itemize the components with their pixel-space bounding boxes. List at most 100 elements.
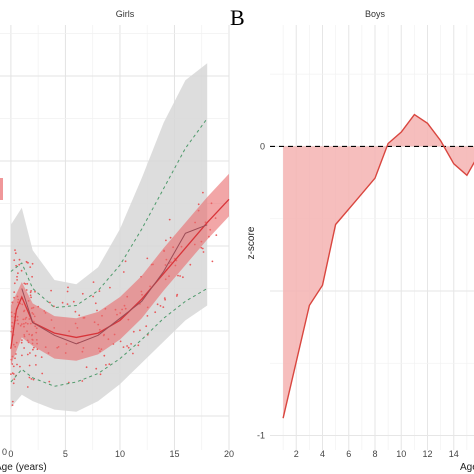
panel-a-point bbox=[202, 191, 204, 194]
panel-a-dashed-lower bbox=[10, 288, 208, 387]
panel-a-point bbox=[126, 345, 128, 347]
panel-b-x-ticks: 246810121416 bbox=[294, 449, 459, 459]
panel-a-point bbox=[109, 286, 111, 289]
panel-a-x-tick-label: 10 bbox=[115, 449, 125, 459]
panel-a-point bbox=[53, 305, 55, 308]
panel-a-point bbox=[13, 378, 16, 380]
panel-a-point bbox=[197, 203, 200, 206]
panel-a-point bbox=[16, 279, 18, 281]
panel-a-point bbox=[13, 259, 16, 262]
panel-a-point bbox=[16, 363, 18, 366]
panel-a-point bbox=[179, 275, 182, 277]
panel-a-dashed-upper bbox=[10, 118, 208, 309]
panel-b-area-fill bbox=[283, 114, 474, 419]
panel-a-point bbox=[25, 289, 28, 291]
panel-a-point bbox=[159, 305, 162, 307]
panel-a-point bbox=[15, 353, 17, 355]
panel-a-point bbox=[10, 373, 12, 375]
panel-a-point bbox=[30, 378, 33, 380]
panel-a-point bbox=[29, 294, 32, 297]
panel-a-dashed-lines bbox=[10, 118, 208, 387]
panel-b-y-axis-title: z-score bbox=[246, 226, 257, 259]
panel-a-point bbox=[18, 258, 21, 261]
panel-a-point bbox=[32, 348, 34, 351]
panel-a-point bbox=[132, 330, 135, 333]
panel-a-point bbox=[105, 364, 107, 366]
panel-a-x-tick-label: 15 bbox=[169, 449, 179, 459]
panel-a-point bbox=[14, 252, 17, 255]
panel-a-point bbox=[122, 271, 125, 273]
panel-a-point bbox=[34, 290, 36, 293]
panel-a-point bbox=[61, 301, 64, 304]
panel-b-area bbox=[283, 114, 474, 419]
panel-a-left-tick-fragment: 0 bbox=[2, 447, 7, 457]
panel-a-point bbox=[48, 380, 51, 383]
panel-b-letter: B bbox=[230, 5, 245, 30]
panel-a-point bbox=[66, 290, 69, 293]
panel-a-point bbox=[12, 365, 15, 368]
panel-a-point bbox=[15, 264, 17, 267]
panel-a-point bbox=[23, 282, 26, 285]
panel-b-y-tick-label: -1 bbox=[257, 431, 265, 441]
panel-a-point bbox=[32, 378, 35, 381]
panel-a-point bbox=[96, 309, 98, 312]
panel-a-point bbox=[85, 366, 88, 369]
panel-b-x-tick-label: 14 bbox=[449, 449, 459, 459]
panel-a-point bbox=[99, 373, 102, 376]
panel-b-x-tick-label: 8 bbox=[372, 449, 377, 459]
panel-a-point bbox=[26, 282, 29, 285]
panel-a-point bbox=[11, 400, 14, 403]
panel-a-point bbox=[124, 260, 127, 263]
panel-a-point bbox=[26, 261, 29, 264]
panel-a-point bbox=[95, 367, 98, 370]
panel-a-point bbox=[49, 301, 51, 304]
panel-a-point bbox=[189, 263, 192, 266]
panel-a-point bbox=[66, 303, 69, 305]
panel-a-point bbox=[156, 303, 159, 306]
panel-b-y-tick-label: 0 bbox=[260, 141, 265, 151]
panel-a-point bbox=[201, 247, 204, 250]
panel-a-point bbox=[29, 266, 32, 268]
panel-a-point bbox=[122, 346, 125, 348]
panel-a-point bbox=[20, 341, 23, 344]
panel-a-point bbox=[154, 311, 157, 314]
panel-a-x-tick-label: 20 bbox=[224, 449, 234, 459]
panel-a-point bbox=[119, 340, 122, 343]
panel-a-point bbox=[33, 346, 35, 349]
panel-a-point bbox=[21, 339, 23, 341]
panel-a-point bbox=[92, 281, 95, 283]
panel-a-point bbox=[164, 298, 167, 301]
panel-a-red-band bbox=[10, 173, 230, 365]
panel-a-point bbox=[30, 296, 32, 299]
panel-a-point bbox=[202, 251, 205, 253]
panel-a: 0 5 10 15 20 Girls 0 Age (years) bbox=[0, 9, 234, 473]
panel-a-point bbox=[94, 302, 97, 305]
panel-a-point bbox=[182, 276, 184, 279]
panel-a-point bbox=[13, 282, 16, 285]
panel-b-x-tick-label: 10 bbox=[396, 449, 406, 459]
panel-a-point bbox=[21, 354, 23, 357]
panel-a-point bbox=[29, 291, 32, 294]
panel-a-point bbox=[132, 352, 134, 355]
panel-a-point bbox=[139, 329, 141, 332]
panel-a-point bbox=[103, 354, 106, 357]
panel-a-point bbox=[30, 290, 32, 292]
panel-a-point bbox=[163, 297, 166, 299]
panel-a-x-tick-label: 5 bbox=[63, 449, 68, 459]
panel-a-point bbox=[175, 295, 178, 297]
panel-b-x-tick-label: 12 bbox=[422, 449, 432, 459]
panel-a-point bbox=[26, 353, 29, 356]
panel-a-x-ticks: 0 5 10 15 20 bbox=[8, 449, 234, 459]
panel-b-x-tick-label: 2 bbox=[294, 449, 299, 459]
panel-a-point bbox=[35, 364, 37, 366]
panel-a-point bbox=[67, 286, 69, 289]
panel-a-point bbox=[146, 257, 149, 260]
panel-b-title: Boys bbox=[365, 9, 386, 19]
panel-a-point bbox=[162, 306, 165, 308]
panel-a-point bbox=[165, 239, 167, 242]
panel-a-point bbox=[72, 300, 75, 303]
panel-a-point bbox=[31, 262, 34, 265]
panel-a-point bbox=[92, 295, 94, 298]
panel-a-point bbox=[168, 218, 171, 221]
panel-a-point bbox=[108, 363, 111, 365]
